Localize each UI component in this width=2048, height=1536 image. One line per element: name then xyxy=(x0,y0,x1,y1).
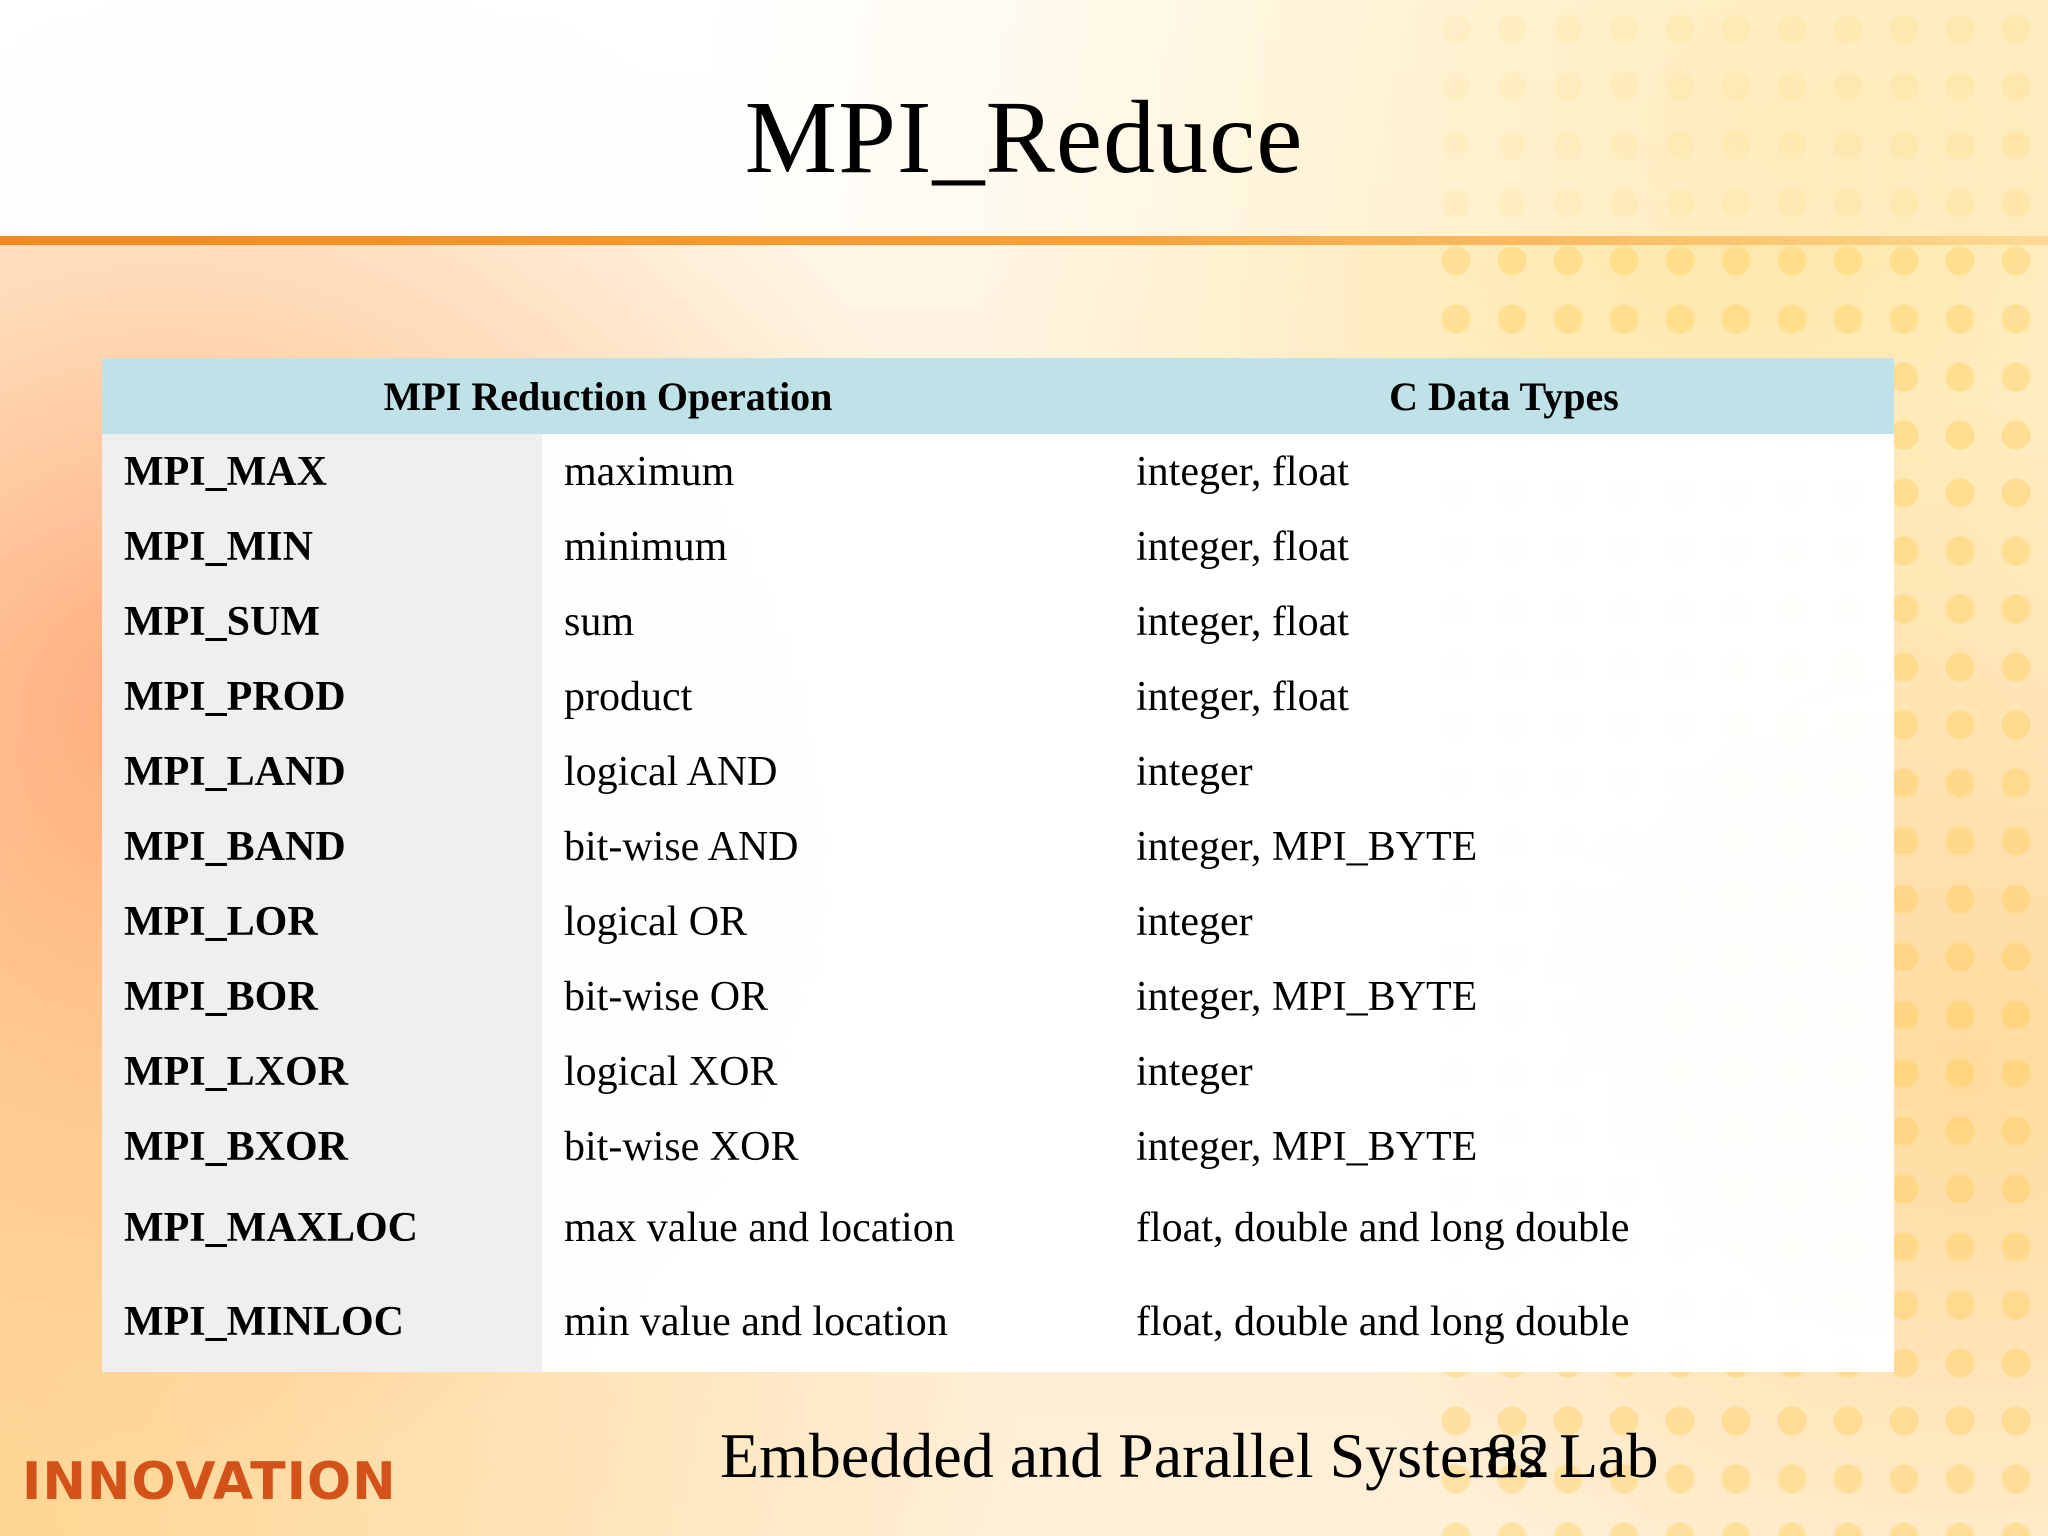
operation-description: bit-wise OR xyxy=(542,959,1114,1034)
operation-name: MPI_SUM xyxy=(102,584,542,659)
footer-lab-name: Embedded and Parallel Systems Lab xyxy=(720,1420,1659,1491)
operation-data-types: integer, MPI_BYTE xyxy=(1114,1109,1894,1184)
operation-name: MPI_PROD xyxy=(102,659,542,734)
operation-name: MPI_BOR xyxy=(102,959,542,1034)
operation-name: MPI_MAX xyxy=(102,434,542,509)
operation-description: minimum xyxy=(542,509,1114,584)
operation-data-types: integer xyxy=(1114,884,1894,959)
table-row: MPI_PROD product integer, float xyxy=(102,659,1894,734)
operation-name: MPI_LOR xyxy=(102,884,542,959)
table-row: MPI_SUM sum integer, float xyxy=(102,584,1894,659)
table-row: MPI_MAXLOC max value and location float,… xyxy=(102,1184,1894,1272)
operation-description: product xyxy=(542,659,1114,734)
operation-data-types: float, double and long double xyxy=(1114,1184,1894,1272)
operation-description: max value and location xyxy=(542,1184,1114,1272)
reduction-table-container: MPI Reduction Operation C Data Types MPI… xyxy=(102,358,1894,1372)
table-row: MPI_LOR logical OR integer xyxy=(102,884,1894,959)
table-row: MPI_BOR bit-wise OR integer, MPI_BYTE xyxy=(102,959,1894,1034)
operation-description: logical AND xyxy=(542,734,1114,809)
operation-name: MPI_MIN xyxy=(102,509,542,584)
reduction-operations-table: MPI Reduction Operation C Data Types MPI… xyxy=(102,358,1894,1372)
operation-data-types: integer, MPI_BYTE xyxy=(1114,809,1894,884)
operation-data-types: integer, float xyxy=(1114,584,1894,659)
table-row: MPI_BAND bit-wise AND integer, MPI_BYTE xyxy=(102,809,1894,884)
operation-description: sum xyxy=(542,584,1114,659)
operation-data-types: integer, float xyxy=(1114,434,1894,509)
operation-data-types: integer, MPI_BYTE xyxy=(1114,959,1894,1034)
operation-data-types: integer, float xyxy=(1114,659,1894,734)
table-row: MPI_MIN minimum integer, float xyxy=(102,509,1894,584)
operation-description: maximum xyxy=(542,434,1114,509)
operation-name: MPI_BXOR xyxy=(102,1109,542,1184)
slide-page-number: 82 xyxy=(1486,1420,1550,1491)
operation-name: MPI_LXOR xyxy=(102,1034,542,1109)
operation-name: MPI_MAXLOC xyxy=(102,1184,542,1272)
operation-data-types: float, double and long double xyxy=(1114,1272,1894,1372)
operation-data-types: integer, float xyxy=(1114,509,1894,584)
innovation-logo: INNOVATION xyxy=(22,1452,397,1512)
header-operation: MPI Reduction Operation xyxy=(102,358,1114,434)
table-row: MPI_LAND logical AND integer xyxy=(102,734,1894,809)
title-divider xyxy=(0,236,2048,245)
operation-description: bit-wise AND xyxy=(542,809,1114,884)
table-row: MPI_MAX maximum integer, float xyxy=(102,434,1894,509)
operation-description: logical OR xyxy=(542,884,1114,959)
header-data-types: C Data Types xyxy=(1114,358,1894,434)
operation-description: bit-wise XOR xyxy=(542,1109,1114,1184)
title-band xyxy=(0,0,2048,238)
table-row: MPI_BXOR bit-wise XOR integer, MPI_BYTE xyxy=(102,1109,1894,1184)
operation-data-types: integer xyxy=(1114,734,1894,809)
operation-description: logical XOR xyxy=(542,1034,1114,1109)
table-header-row: MPI Reduction Operation C Data Types xyxy=(102,358,1894,434)
operation-name: MPI_LAND xyxy=(102,734,542,809)
operation-data-types: integer xyxy=(1114,1034,1894,1109)
operation-name: MPI_MINLOC xyxy=(102,1272,542,1372)
operation-name: MPI_BAND xyxy=(102,809,542,884)
table-row: MPI_MINLOC min value and location float,… xyxy=(102,1272,1894,1372)
table-row: MPI_LXOR logical XOR integer xyxy=(102,1034,1894,1109)
slide-title: MPI_Reduce xyxy=(744,80,1304,195)
operation-description: min value and location xyxy=(542,1272,1114,1372)
